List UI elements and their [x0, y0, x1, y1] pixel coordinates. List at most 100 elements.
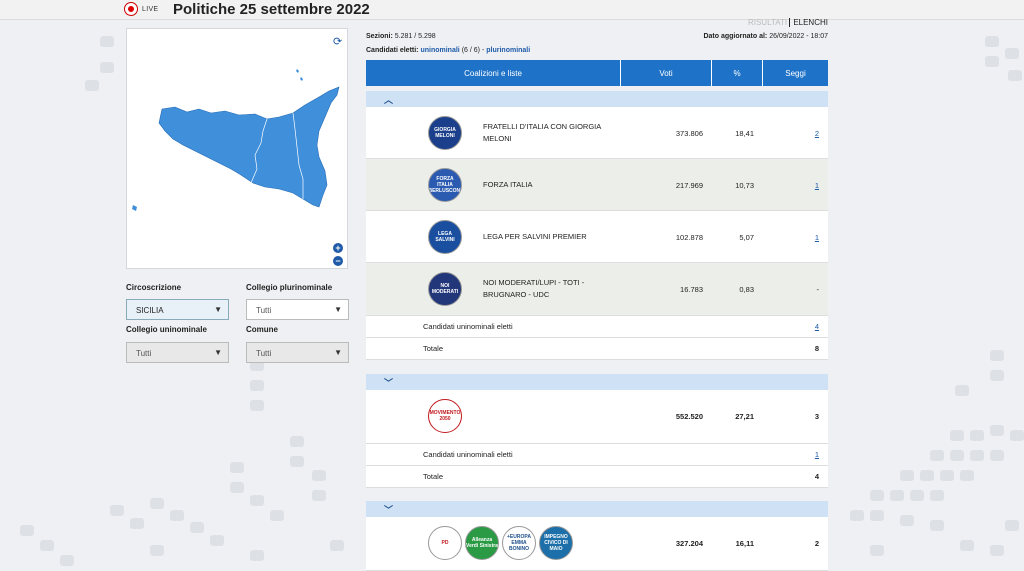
candidati-row-label: Candidati uninominali eletti [423, 450, 513, 459]
party-votes: 373.806 [675, 129, 703, 138]
circoscrizione-value: SICILIA [136, 306, 164, 315]
chevron-down-icon: ▼ [214, 305, 222, 314]
totale-row-label: Totale [423, 344, 444, 353]
sezioni-label: Sezioni: [366, 33, 393, 40]
comune-label: Comune [246, 325, 278, 334]
separator: - [481, 47, 485, 54]
party-seats[interactable]: 1 [814, 233, 819, 242]
coalition-toggle[interactable]: ﹀ [366, 374, 828, 390]
map-panel[interactable]: ⟳ + − [126, 28, 348, 269]
table-row: MOVIMENTO 2050 552.520 27,21 3 [366, 390, 828, 444]
table-row: NOI MODERATI NOI MODERATI/LUPI - TOTI - … [366, 263, 828, 316]
sezioni-value: 5.281 / 5.298 [394, 33, 436, 40]
update-value: 26/09/2022 - 18:07 [769, 33, 828, 40]
header-voti: Voti [621, 60, 712, 86]
party-votes: 217.969 [675, 181, 703, 190]
uninominali-count: (6 / 6) [461, 47, 480, 54]
table-row: LEGA SALVINI LEGA PER SALVINI PREMIER 10… [366, 211, 828, 263]
totale-row-value: 4 [814, 472, 819, 481]
party-votes: 102.878 [675, 233, 703, 242]
party-name: FRATELLI D'ITALIA CON GIORGIA MELONI [483, 122, 601, 143]
tab-elenchi[interactable]: ELENCHI [789, 18, 828, 27]
coalition-seats: 2 [814, 539, 819, 548]
party-name: NOI MODERATI/LUPI - TOTI - BRUGNARO - UD… [483, 278, 585, 299]
table-header: Coalizioni e liste Voti % Seggi [366, 60, 828, 86]
zoom-in-icon[interactable]: + [333, 243, 343, 253]
coalition-toggle[interactable]: ﹀ [366, 501, 828, 517]
party-votes: 16.783 [680, 285, 703, 294]
uninominale-label: Collegio uninominale [126, 325, 207, 334]
plurinominale-value: Tutti [256, 306, 272, 315]
candidati-row-value[interactable]: 4 [814, 322, 819, 331]
coalition-votes: 552.520 [675, 412, 703, 421]
plurinominale-label: Collegio plurinominale [246, 283, 333, 292]
party-logo: GIORGIA MELONI [428, 116, 462, 150]
header-seggi: Seggi [785, 68, 806, 78]
top-bar: LIVE Politiche 25 settembre 2022 [0, 0, 1024, 20]
party-logo: FORZA ITALIA BERLUSCONI [428, 168, 462, 202]
party-logo: LEGA SALVINI [428, 220, 462, 254]
comune-select[interactable]: Tutti ▼ [246, 342, 349, 363]
uninominali-link[interactable]: uninominali [420, 47, 460, 54]
party-pct: 0,83 [739, 285, 754, 294]
sicily-map[interactable] [127, 29, 349, 270]
candidati-row-value[interactable]: 1 [814, 450, 819, 459]
header-pct: % [712, 60, 763, 86]
party-logo: Alleanza Verdi Sinistra [465, 526, 499, 560]
tab-risultati[interactable]: RISULTATI [747, 18, 788, 27]
comune-value: Tutti [256, 349, 272, 358]
plurinominali-link[interactable]: plurinominali [486, 47, 531, 54]
uninominale-value: Tutti [136, 349, 152, 358]
candidati-row: Candidati uninominali eletti 4 [366, 316, 828, 338]
live-indicator[interactable]: LIVE [124, 2, 158, 16]
refresh-icon[interactable]: ⟳ [333, 36, 343, 48]
live-record-icon [124, 2, 138, 16]
party-name: LEGA PER SALVINI PREMIER [483, 232, 587, 241]
party-logo: PD [428, 526, 462, 560]
party-name: FORZA ITALIA [483, 180, 533, 189]
table-row: GIORGIA MELONI FRATELLI D'ITALIA CON GIO… [366, 107, 828, 159]
candidati-row: Candidati uninominali eletti 1 [366, 444, 828, 466]
header-coalizioni: Coalizioni e liste [366, 60, 621, 86]
chevron-up-icon: ︿ [384, 95, 394, 105]
party-pct: 5,07 [739, 233, 754, 242]
plurinominale-select[interactable]: Tutti ▼ [246, 299, 349, 320]
party-logo: IMPEGNO CIVICO DI MAIO [539, 526, 573, 560]
zoom-out-icon[interactable]: − [333, 256, 343, 266]
party-seats[interactable]: 1 [814, 181, 819, 190]
circoscrizione-select[interactable]: SICILIA ▼ [126, 299, 229, 320]
totale-row-label: Totale [423, 472, 444, 481]
party-logo: NOI MODERATI [428, 272, 462, 306]
totale-row-value: 8 [814, 344, 819, 353]
party-pct: 18,41 [735, 129, 754, 138]
candidati-row-label: Candidati uninominali eletti [423, 322, 513, 331]
party-pct: 10,73 [735, 181, 754, 190]
coalition-seats: 3 [814, 412, 819, 421]
table-row: PD Alleanza Verdi Sinistra +EUROPA EMMA … [366, 517, 828, 571]
update-label: Dato aggiornato al: [703, 33, 768, 40]
coalition-votes: 327.204 [675, 539, 703, 548]
candidati-info: Candidati eletti: uninominali (6 / 6) - … [366, 47, 530, 54]
party-seats[interactable]: 2 [814, 129, 819, 138]
live-label: LIVE [142, 5, 159, 13]
coalition-toggle[interactable]: ︿ [366, 91, 828, 107]
update-info: Dato aggiornato al: 26/09/2022 - 18:07 [703, 33, 828, 40]
chevron-down-icon: ▼ [334, 305, 342, 314]
uninominale-select[interactable]: Tutti ▼ [126, 342, 229, 363]
totale-row: Totale 8 [366, 338, 828, 360]
sezioni-info: Sezioni: 5.281 / 5.298 [366, 33, 436, 40]
page-title: Politiche 25 settembre 2022 [173, 1, 370, 18]
party-logo: +EUROPA EMMA BONINO [502, 526, 536, 560]
party-logo: MOVIMENTO 2050 [428, 399, 462, 433]
chevron-down-icon: ▼ [334, 348, 342, 357]
totale-row: Totale 4 [366, 466, 828, 488]
coalition-pct: 27,21 [735, 412, 754, 421]
chevron-down-icon: ▼ [214, 348, 222, 357]
table-row: FORZA ITALIA BERLUSCONI FORZA ITALIA 217… [366, 159, 828, 211]
view-tabs: RISULTATI ELENCHI [748, 18, 828, 27]
party-seats: - [816, 285, 820, 294]
chevron-down-icon: ﹀ [384, 378, 394, 388]
coalition-pct: 16,11 [735, 539, 754, 548]
circoscrizione-label: Circoscrizione [126, 283, 182, 292]
chevron-down-icon: ﹀ [384, 505, 394, 515]
